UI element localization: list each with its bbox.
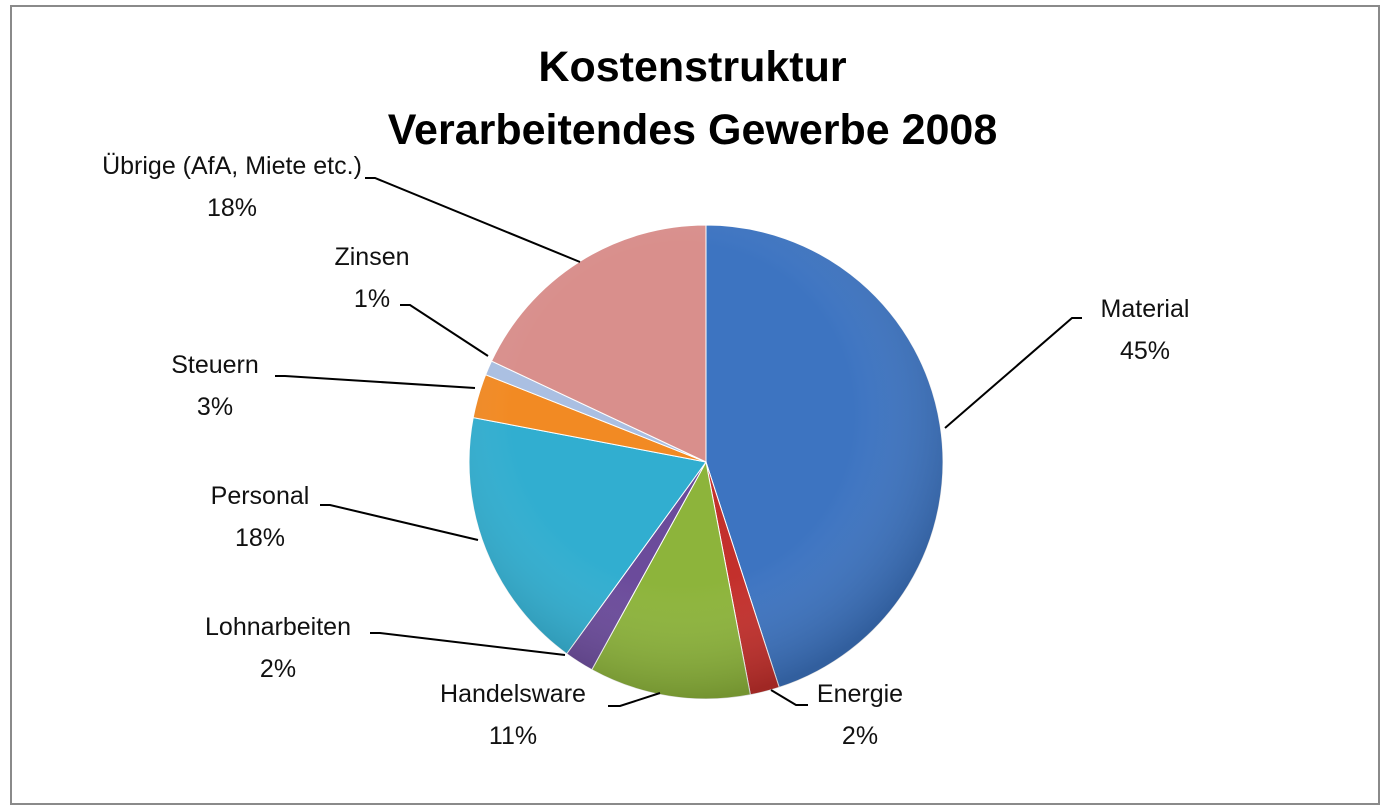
value-label: 2% (841, 722, 879, 750)
value-label: 1% (353, 285, 391, 313)
leader-line (275, 375, 476, 389)
category-label: Personal (210, 482, 310, 510)
category-label: Übrige (AfA, Miete etc.) (102, 152, 362, 180)
slice-label: Übrige (AfA, Miete etc.) 18% (97, 145, 367, 229)
category-label: Zinsen (334, 243, 410, 271)
slice-label: Handelsware 11% (403, 673, 623, 757)
page: Kostenstruktur Verarbeitendes Gewerbe 20… (10, 5, 1380, 805)
value-label: 45% (1119, 337, 1171, 365)
leader-line (365, 177, 581, 263)
leader-line (944, 317, 1082, 429)
slice-label: Energie 2% (780, 673, 940, 757)
category-label: Energie (816, 680, 904, 708)
category-label: Handelsware (440, 680, 586, 708)
leader-line (320, 504, 479, 541)
slice-label: Material 45% (1045, 288, 1245, 372)
leader-line (400, 304, 489, 357)
category-label: Material (1100, 295, 1190, 323)
slice-label: Zinsen 1% (292, 236, 452, 320)
value-label: 2% (259, 655, 297, 683)
leader-line (370, 632, 566, 656)
value-label: 18% (206, 194, 258, 222)
value-label: 3% (196, 393, 234, 421)
value-label: 18% (234, 524, 286, 552)
category-label: Steuern (171, 351, 259, 379)
value-label: 11% (488, 722, 538, 750)
slice-label: Personal 18% (160, 475, 360, 559)
leader-line (608, 692, 661, 707)
category-label: Lohnarbeiten (205, 613, 351, 641)
slice-label: Steuern 3% (115, 344, 315, 428)
leader-line (770, 689, 808, 706)
slice-label: Lohnarbeiten 2% (168, 606, 388, 690)
chart-title: Kostenstruktur Verarbeitendes Gewerbe 20… (387, 43, 998, 154)
